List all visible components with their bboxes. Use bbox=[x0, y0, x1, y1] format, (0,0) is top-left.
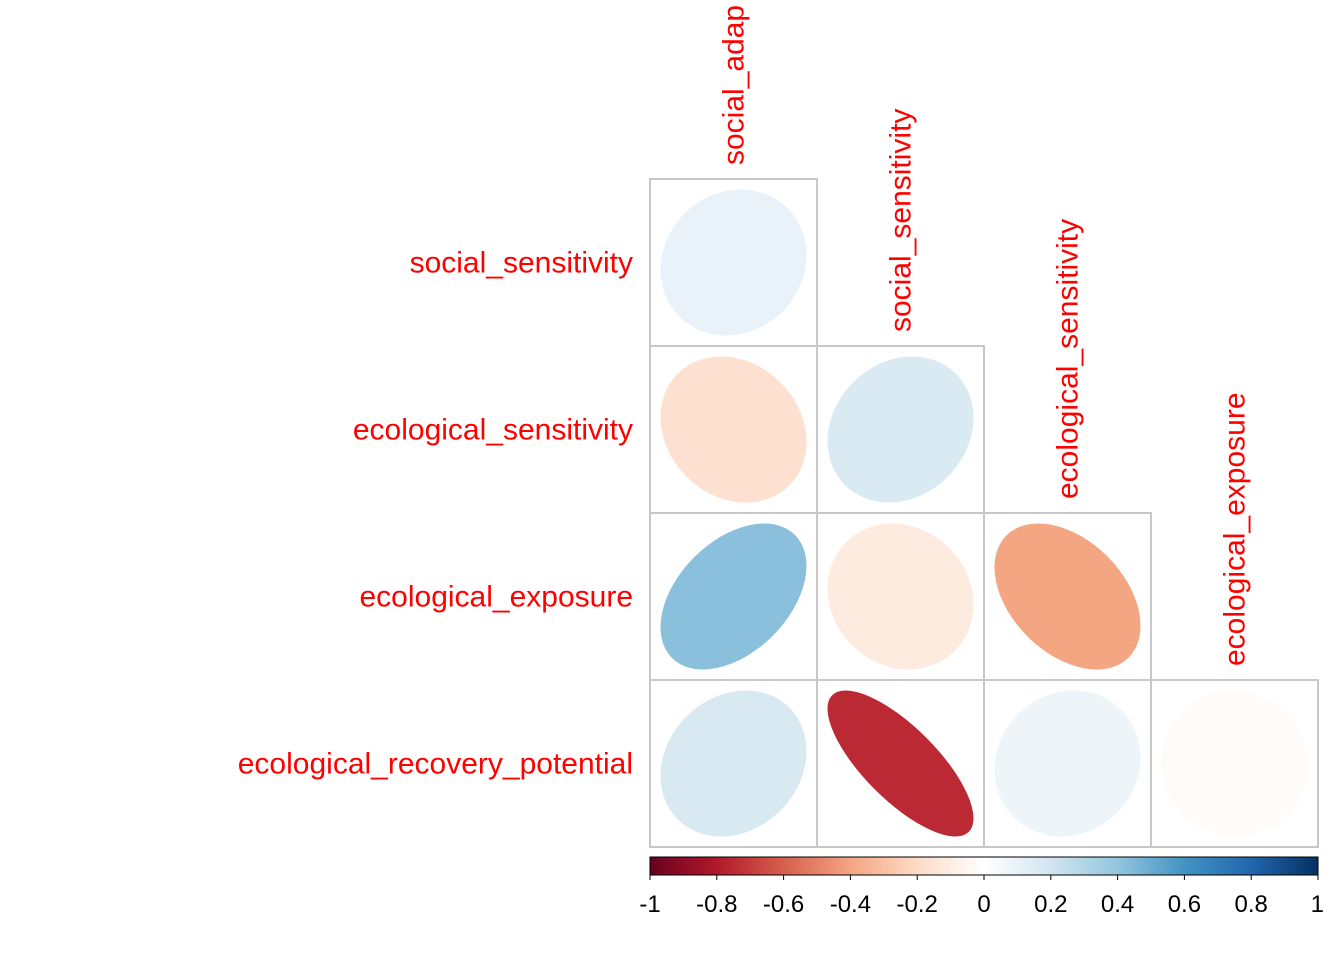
correlation-ellipse bbox=[660, 690, 807, 837]
column-label: social_sensitivity bbox=[885, 109, 918, 332]
column-label: ecological_sensitivity bbox=[1052, 219, 1085, 499]
colorbar-tick-label: -0.8 bbox=[696, 891, 737, 918]
correlation-ellipse bbox=[660, 189, 807, 336]
colorbar-tick-label: -0.4 bbox=[830, 891, 871, 918]
correlation-ellipse bbox=[994, 523, 1141, 670]
colorbar-tick-label: -0.2 bbox=[897, 891, 938, 918]
colorbar-tick-label: 0.4 bbox=[1101, 891, 1134, 918]
column-label: social_adap bbox=[718, 5, 751, 165]
column-label: ecological_exposure bbox=[1219, 392, 1252, 666]
colorbar-ticks: -1 -0.8 -0.6 -0.4 -0.2 0 0.2 0.4 0.6 0.8 1 bbox=[639, 875, 1324, 918]
row-label: ecological_exposure bbox=[359, 581, 633, 614]
correlation-ellipse bbox=[1161, 690, 1308, 837]
row-label: social_sensitivity bbox=[410, 247, 633, 280]
correlation-ellipse bbox=[827, 356, 974, 503]
colorbar-tick-label: 0.8 bbox=[1235, 891, 1268, 918]
colorbar-tick-label: 1 bbox=[1311, 891, 1324, 918]
correlation-ellipse bbox=[827, 690, 974, 837]
colorbar-tick-label: 0 bbox=[977, 891, 990, 918]
colorbar-gradient bbox=[649, 856, 1319, 876]
row-label: ecological_recovery_potential bbox=[238, 748, 633, 781]
colorbar-legend: -1 -0.8 -0.6 -0.4 -0.2 0 0.2 0.4 0.6 0.8 1 bbox=[639, 856, 1324, 918]
correlation-ellipse bbox=[827, 523, 974, 670]
colorbar-tick-label: -1 bbox=[639, 891, 660, 918]
correlation-cells bbox=[649, 178, 1319, 848]
row-label: ecological_sensitivity bbox=[353, 414, 633, 447]
column-labels: social_adap social_sensitivity ecological_… bbox=[718, 5, 1252, 666]
correlation-ellipse bbox=[660, 356, 807, 503]
row-labels: social_sensitivity ecological_sensitivity… bbox=[238, 247, 633, 781]
colorbar-tick-label: 0.2 bbox=[1034, 891, 1067, 918]
colorbar-tick-label: -0.6 bbox=[763, 891, 804, 918]
correlation-ellipse bbox=[660, 523, 807, 670]
colorbar-tick-label: 0.6 bbox=[1168, 891, 1201, 918]
correlation-ellipse bbox=[994, 690, 1141, 837]
